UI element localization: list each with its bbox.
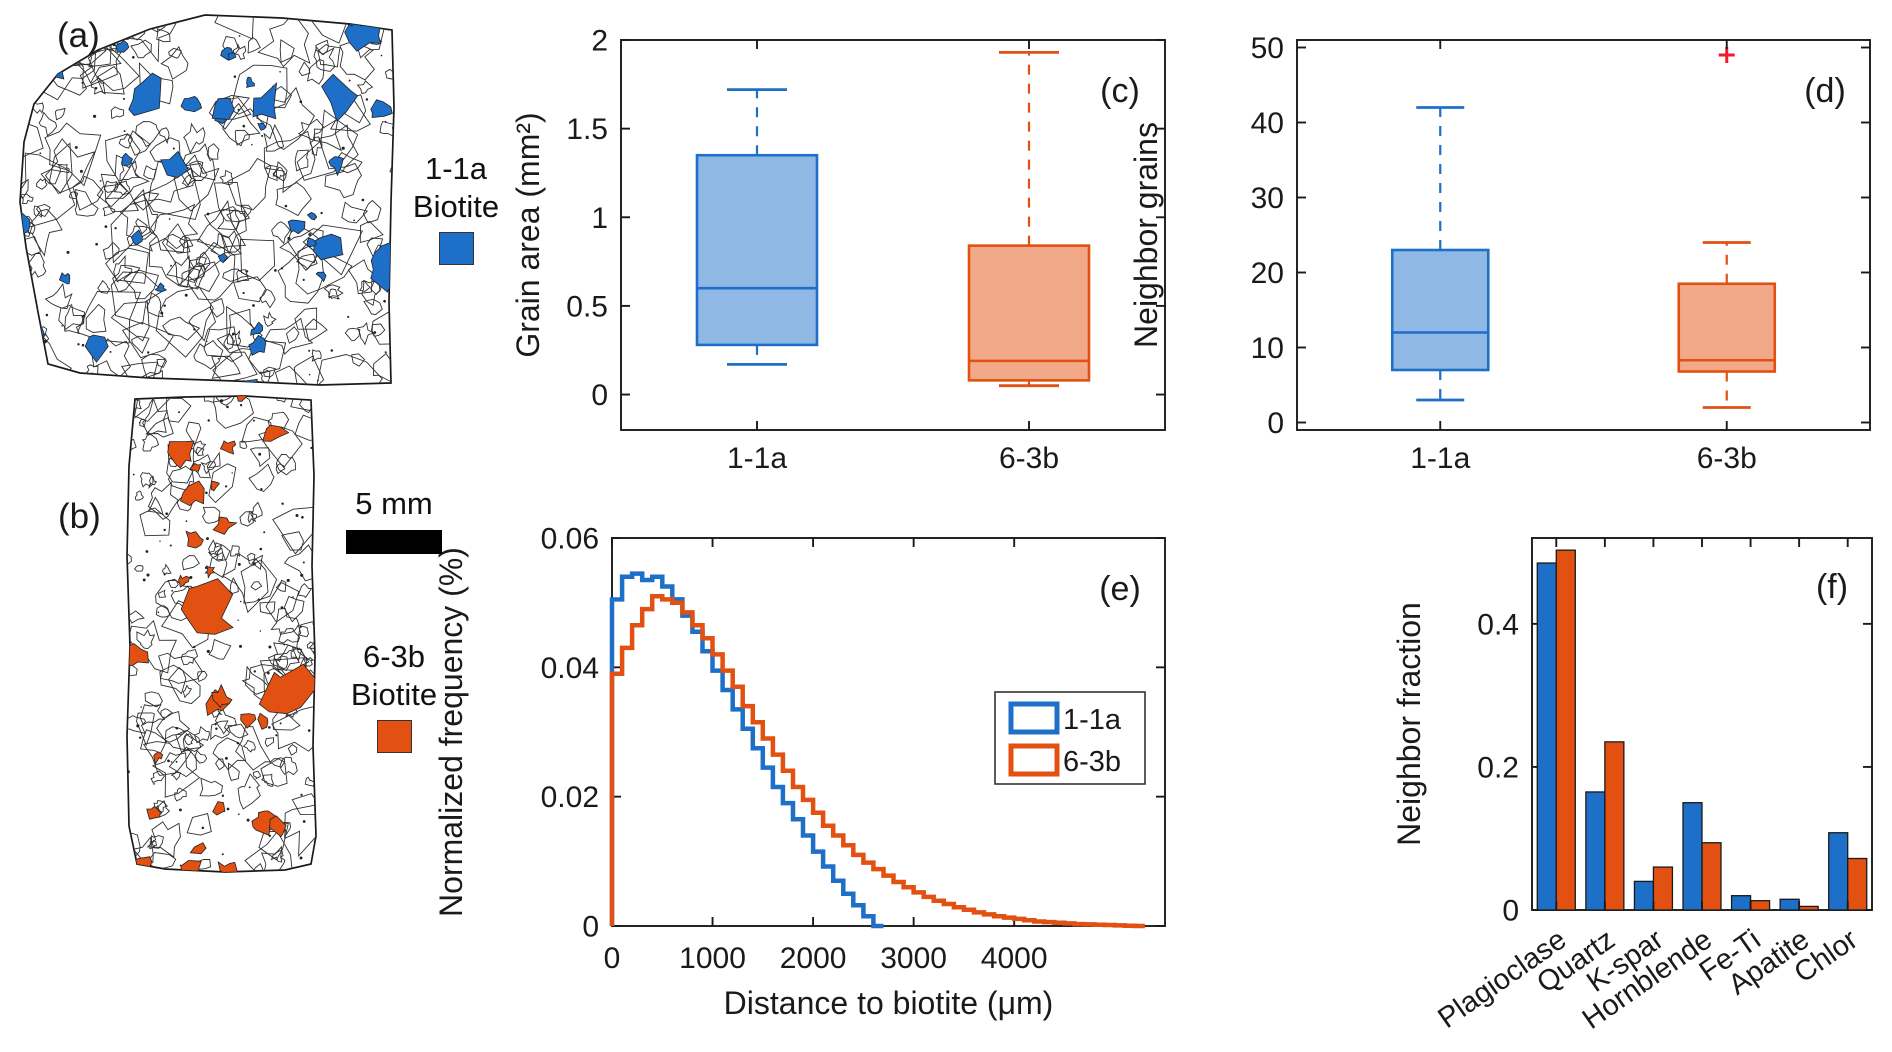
bar-Plagioclase-6-3b bbox=[1555, 549, 1576, 911]
map-a-biotite-swatch bbox=[438, 232, 474, 265]
iqr-box bbox=[1677, 282, 1777, 373]
axes-box bbox=[1296, 39, 1871, 431]
map-b-legend: 6-3b Biotite bbox=[339, 638, 449, 762]
legend-swatch-1-1a bbox=[1008, 701, 1060, 735]
legend-swatch-6-3b bbox=[1008, 743, 1060, 777]
iqr-box bbox=[1390, 248, 1490, 372]
y-axis-label: Grain area (mm²) bbox=[510, 112, 546, 357]
box-6-3b bbox=[1677, 47, 1777, 409]
scale-bar-rect bbox=[346, 530, 442, 554]
hist-curve-1-1a bbox=[609, 571, 884, 929]
panel-letter-b: (b) bbox=[58, 497, 101, 536]
x-axis-label: Distance to biotite (μm) bbox=[724, 985, 1054, 1021]
y-tick-label: 0 bbox=[1267, 407, 1284, 440]
bar-Chlor-1-1a bbox=[1828, 832, 1849, 911]
scale-bar-label: 5 mm bbox=[355, 486, 433, 521]
bar-Hornblende-6-3b bbox=[1701, 842, 1722, 911]
legend-label: 6-3b bbox=[1063, 746, 1121, 778]
bar-Quartz-6-3b bbox=[1604, 741, 1625, 911]
outlier-marker bbox=[1718, 47, 1735, 63]
map-a-legend: 1-1a Biotite bbox=[401, 150, 511, 274]
x-tick-label: 1-1a bbox=[727, 442, 787, 475]
iqr-box bbox=[967, 244, 1091, 382]
y-tick-label: 1.5 bbox=[566, 113, 608, 146]
x-tick-label: 4000 bbox=[981, 942, 1048, 975]
bar-Apatite-6-3b bbox=[1798, 905, 1819, 911]
panel-letter: (e) bbox=[1099, 570, 1141, 608]
map-outline bbox=[19, 14, 395, 386]
bar-Apatite-1-1a bbox=[1779, 898, 1800, 911]
grain-map-6-3b bbox=[126, 395, 317, 873]
y-tick-label: 0.06 bbox=[541, 523, 599, 556]
bar-Hornblende-1-1a bbox=[1682, 802, 1703, 911]
y-tick-label: 0.4 bbox=[1477, 608, 1519, 641]
y-axis-label: Normalized frequency (%) bbox=[433, 547, 469, 917]
map-b-mineral-label: Biotite bbox=[350, 677, 438, 712]
box-6-3b bbox=[967, 51, 1091, 388]
box-1-1a bbox=[1390, 106, 1490, 402]
y-tick-label: 0.5 bbox=[566, 290, 608, 323]
y-axis-label: Neighbor grains bbox=[1128, 122, 1164, 348]
y-tick-label: 50 bbox=[1251, 32, 1284, 65]
legend-label: 1-1a bbox=[1063, 704, 1122, 736]
x-tick-label: 1-1a bbox=[1410, 442, 1470, 475]
panel-letter-a: (a) bbox=[57, 16, 100, 55]
y-tick-label: 10 bbox=[1251, 332, 1284, 365]
y-tick-label: 0.2 bbox=[1477, 751, 1519, 784]
iqr-box bbox=[695, 153, 819, 347]
bar-Plagioclase-1-1a bbox=[1536, 562, 1557, 911]
x-tick-label: 2000 bbox=[780, 942, 847, 975]
panel-letter: (f) bbox=[1816, 568, 1848, 606]
hist-curve-6-3b bbox=[609, 593, 1145, 929]
map-b-sample-label: 6-3b bbox=[362, 639, 426, 674]
bar-Fe-Ti-1-1a bbox=[1730, 895, 1752, 911]
bar-K-spar-6-3b bbox=[1652, 866, 1674, 911]
map-a-sample-label: 1-1a bbox=[424, 151, 488, 186]
bar-K-spar-1-1a bbox=[1633, 880, 1655, 911]
y-tick-label: 0 bbox=[582, 911, 599, 944]
x-tick-label: 3000 bbox=[880, 942, 947, 975]
x-tick-label: 0 bbox=[604, 942, 621, 975]
y-tick-label: 0 bbox=[1502, 895, 1519, 928]
y-axis-label: Neighbor fraction bbox=[1391, 602, 1427, 846]
hist-legend: 1-1a 6-3b bbox=[994, 691, 1146, 785]
panel-letter: (c) bbox=[1100, 72, 1140, 110]
y-tick-label: 2 bbox=[591, 25, 608, 58]
grain-map-1-1a bbox=[19, 14, 395, 386]
y-tick-label: 20 bbox=[1251, 257, 1284, 290]
scale-bar: 5 mm bbox=[344, 486, 444, 554]
panel-c-boxplot: 0 0.5 1 1.5 2 Grain area (mm²) 1-1a 6-3b (c) bbox=[510, 25, 1166, 475]
y-tick-label: 30 bbox=[1251, 182, 1284, 215]
y-tick-label: 0.04 bbox=[541, 652, 599, 685]
x-tick-label: 6-3b bbox=[1697, 442, 1757, 475]
y-tick-label: 40 bbox=[1251, 107, 1284, 140]
x-tick-label: 6-3b bbox=[999, 442, 1059, 475]
bar-Fe-Ti-6-3b bbox=[1749, 900, 1771, 911]
box-1-1a bbox=[695, 88, 819, 366]
y-tick-label: 0.02 bbox=[541, 781, 599, 814]
x-tick-label: 1000 bbox=[679, 942, 746, 975]
y-tick-label: 0 bbox=[591, 379, 608, 412]
bar-Chlor-6-3b bbox=[1847, 857, 1868, 911]
axes-box bbox=[620, 39, 1166, 431]
panel-e-histogram: 0 0.02 0.04 0.06 Normalized frequency (%) 0 10… bbox=[433, 523, 1166, 1021]
panel-letter: (d) bbox=[1804, 72, 1846, 110]
bar-Quartz-1-1a bbox=[1585, 791, 1606, 911]
y-tick-label: 1 bbox=[591, 202, 608, 235]
panel-d-boxplot: 0 10 20 30 40 50 Neighbor grains 1-1a 6-3b (d) bbox=[1128, 32, 1871, 475]
map-b-biotite-swatch bbox=[376, 720, 412, 753]
map-a-mineral-label: Biotite bbox=[412, 189, 500, 224]
